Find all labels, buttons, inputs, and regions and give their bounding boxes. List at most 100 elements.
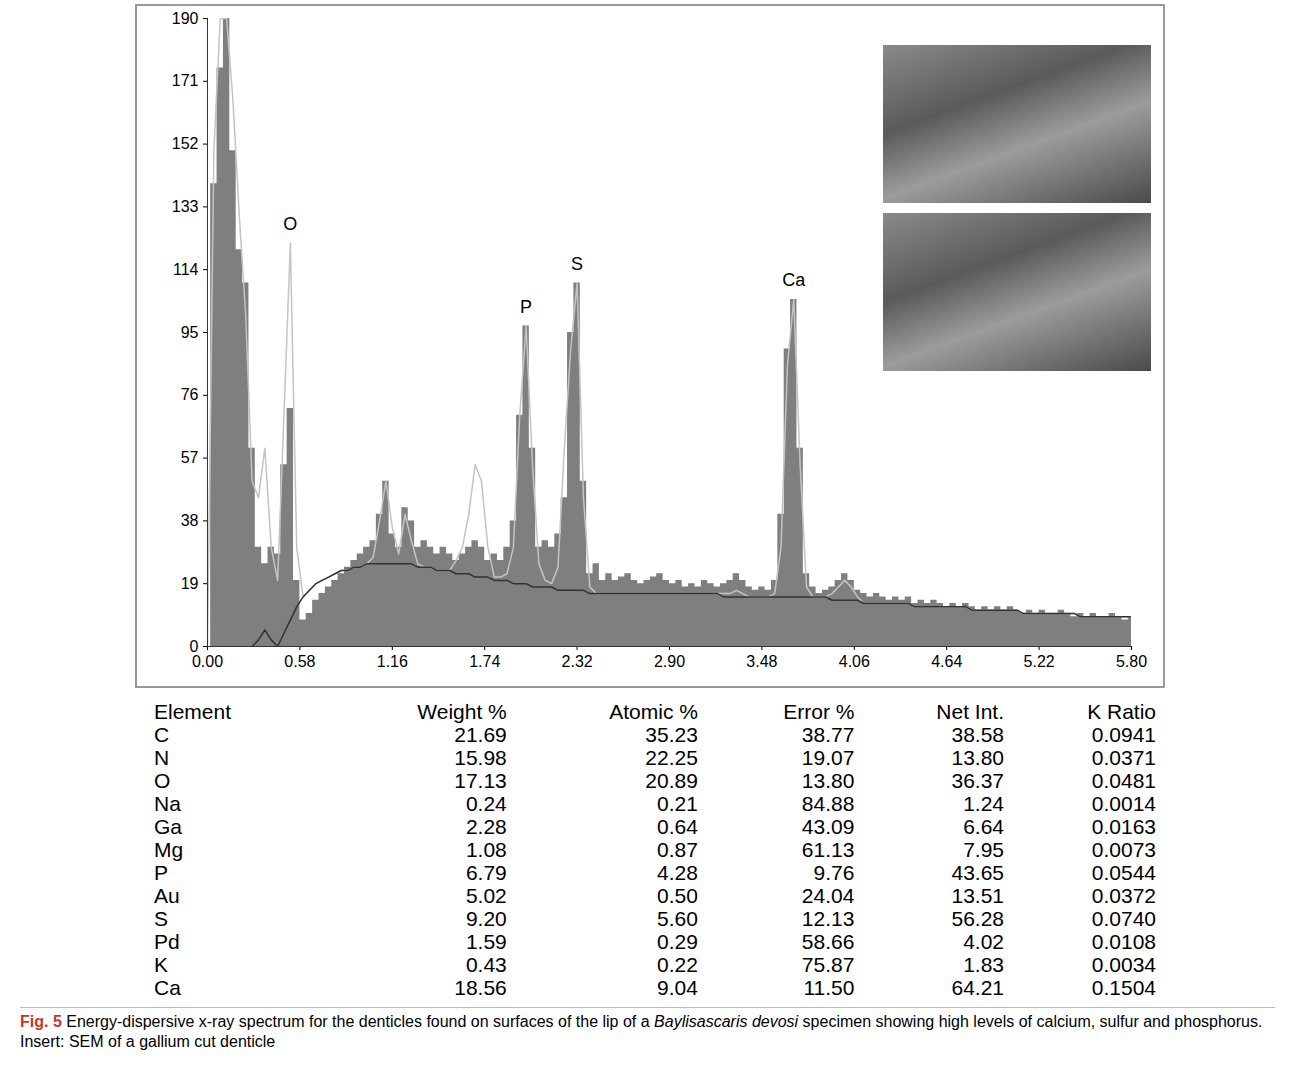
svg-text:3.48: 3.48 bbox=[746, 653, 777, 670]
svg-text:S: S bbox=[571, 254, 583, 274]
html-text:4.28: 4.28 bbox=[657, 861, 698, 884]
svg-text:4.06: 4.06 bbox=[839, 653, 870, 670]
svg-text:1.74: 1.74 bbox=[469, 653, 500, 670]
html-text:56.28: 56.28 bbox=[951, 907, 1004, 930]
svg-text:95: 95 bbox=[181, 324, 199, 341]
html-text:38.58: 38.58 bbox=[951, 723, 1004, 746]
html-text:15.98: 15.98 bbox=[454, 746, 507, 769]
svg-text:Ca: Ca bbox=[782, 270, 806, 290]
html-text:Atomic %: Atomic % bbox=[609, 700, 698, 723]
html-text:43.65: 43.65 bbox=[951, 861, 1004, 884]
html-text:0.24: 0.24 bbox=[465, 792, 507, 815]
html-text:11.50: 11.50 bbox=[803, 976, 855, 999]
html-text:75.87: 75.87 bbox=[801, 953, 855, 976]
html-text:12.13: 12.13 bbox=[801, 907, 855, 930]
svg-text:1.16: 1.16 bbox=[377, 653, 408, 670]
html-text:Error %: Error % bbox=[783, 700, 855, 723]
html-text:35.23: 35.23 bbox=[645, 723, 698, 746]
html-text:38.77: 38.77 bbox=[801, 723, 855, 746]
html-text:0.21: 0.21 bbox=[657, 792, 698, 815]
html-text:0.0372: 0.0372 bbox=[1091, 884, 1156, 907]
html-text:Fig. 5 Energy-dispersive x-ray: Fig. 5 Energy-dispersive x-ray spectrum … bbox=[20, 1013, 1263, 1050]
html-text:6.79: 6.79 bbox=[465, 861, 507, 884]
html-text:Mg: Mg bbox=[154, 838, 184, 861]
svg-text:114: 114 bbox=[173, 261, 199, 278]
html-text:1.83: 1.83 bbox=[963, 953, 1004, 976]
html-text:20.89: 20.89 bbox=[645, 769, 698, 792]
html-text:0.0014: 0.0014 bbox=[1091, 792, 1156, 815]
svg-text:57: 57 bbox=[181, 449, 199, 466]
html-text:0.0941: 0.0941 bbox=[1091, 723, 1156, 746]
svg-text:76: 76 bbox=[181, 386, 199, 403]
svg-text:0.00: 0.00 bbox=[192, 653, 223, 670]
html-text:Ga: Ga bbox=[154, 815, 182, 838]
html-text:5.02: 5.02 bbox=[465, 884, 507, 907]
svg-text:O: O bbox=[283, 214, 297, 234]
html-text:58.66: 58.66 bbox=[801, 930, 855, 953]
html-text:13.80: 13.80 bbox=[801, 769, 855, 792]
html-text:2.28: 2.28 bbox=[465, 815, 507, 838]
html-text:4.02: 4.02 bbox=[963, 930, 1004, 953]
html-text:9.04: 9.04 bbox=[657, 976, 698, 999]
html-text:0.1504: 0.1504 bbox=[1091, 976, 1156, 999]
html-text:C: C bbox=[154, 723, 170, 746]
html-text:36.37: 36.37 bbox=[951, 769, 1004, 792]
html-text:13.51: 13.51 bbox=[951, 884, 1004, 907]
svg-text:2.90: 2.90 bbox=[654, 653, 685, 670]
html-text:0.0740: 0.0740 bbox=[1091, 907, 1156, 930]
svg-text:19: 19 bbox=[181, 575, 199, 592]
html-text:0.43: 0.43 bbox=[465, 953, 507, 976]
html-text:9.20: 9.20 bbox=[465, 907, 507, 930]
html-text:0.0163: 0.0163 bbox=[1091, 815, 1156, 838]
svg-text:171: 171 bbox=[172, 72, 199, 89]
html-text:Element: Element bbox=[154, 700, 231, 723]
html-text:18.56: 18.56 bbox=[454, 976, 507, 999]
html-text:Weight %: Weight % bbox=[417, 700, 507, 723]
html-text:Net Int.: Net Int. bbox=[936, 700, 1004, 723]
html-text:5.60: 5.60 bbox=[657, 907, 698, 930]
svg-text:5.80: 5.80 bbox=[1116, 653, 1147, 670]
html-text:Pd: Pd bbox=[154, 930, 180, 953]
html-text:O: O bbox=[154, 769, 171, 792]
svg-text:38: 38 bbox=[181, 512, 199, 529]
html-text:1.24: 1.24 bbox=[963, 792, 1004, 815]
html-text:0.0481: 0.0481 bbox=[1091, 769, 1156, 792]
html-text:61.13: 61.13 bbox=[801, 838, 855, 861]
html-text:13.80: 13.80 bbox=[951, 746, 1004, 769]
svg-text:4.64: 4.64 bbox=[931, 653, 962, 670]
html-text:84.88: 84.88 bbox=[801, 792, 855, 815]
html-text:19.07: 19.07 bbox=[801, 746, 855, 769]
svg-text:133: 133 bbox=[172, 198, 199, 215]
html-text:0.87: 0.87 bbox=[657, 838, 698, 861]
html-text:Na: Na bbox=[154, 792, 181, 815]
html-text:17.13: 17.13 bbox=[454, 769, 507, 792]
html-text:9.76: 9.76 bbox=[813, 861, 855, 884]
html-text:0.29: 0.29 bbox=[657, 930, 698, 953]
svg-text:190: 190 bbox=[172, 10, 199, 27]
svg-text:152: 152 bbox=[172, 135, 199, 152]
html-text:22.25: 22.25 bbox=[645, 746, 698, 769]
html-text:0.0108: 0.0108 bbox=[1091, 930, 1156, 953]
html-text:0.0371: 0.0371 bbox=[1091, 746, 1156, 769]
svg-text:2.32: 2.32 bbox=[562, 653, 593, 670]
html-text:43.09: 43.09 bbox=[801, 815, 855, 838]
html-text:Au: Au bbox=[154, 884, 180, 907]
svg-text:5.22: 5.22 bbox=[1024, 653, 1055, 670]
html-text:0.0544: 0.0544 bbox=[1091, 861, 1156, 884]
html-text:1.59: 1.59 bbox=[465, 930, 507, 953]
html-text:1.08: 1.08 bbox=[465, 838, 507, 861]
html-text:0.22: 0.22 bbox=[657, 953, 698, 976]
html-text:6.64: 6.64 bbox=[963, 815, 1004, 838]
html-text:0.0034: 0.0034 bbox=[1091, 953, 1156, 976]
html-text:7.95: 7.95 bbox=[963, 838, 1004, 861]
html-text:0.0073: 0.0073 bbox=[1091, 838, 1156, 861]
html-text:24.04: 24.04 bbox=[801, 884, 855, 907]
html-text:64.21: 64.21 bbox=[951, 976, 1004, 999]
html-text:21.69: 21.69 bbox=[454, 723, 507, 746]
html-text:0.50: 0.50 bbox=[657, 884, 698, 907]
html-text:Ca: Ca bbox=[154, 976, 181, 999]
svg-text:0.58: 0.58 bbox=[284, 653, 315, 670]
html-text:0.64: 0.64 bbox=[657, 815, 698, 838]
html-text:K Ratio: K Ratio bbox=[1087, 700, 1156, 723]
svg-text:P: P bbox=[520, 297, 532, 317]
